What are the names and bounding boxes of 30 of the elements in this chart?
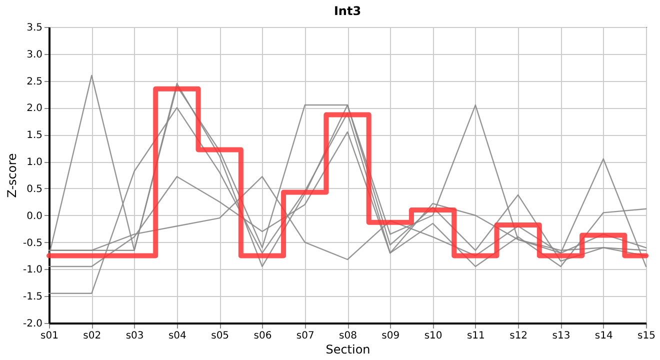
x-tick-label: s10 xyxy=(424,330,442,342)
y-tick-label: -1.0 xyxy=(22,264,42,276)
y-tick-label: 0.0 xyxy=(26,210,42,222)
y-tick-label: 3.0 xyxy=(26,49,42,60)
y-tick-label: 0.5 xyxy=(26,184,42,195)
y-tick-label: 3.5 xyxy=(26,22,42,34)
y-axis-title: Z-score xyxy=(4,153,19,198)
y-tick-label: -1.5 xyxy=(22,292,42,303)
y-tick-label: 2.5 xyxy=(26,76,42,88)
x-tick-label: s07 xyxy=(296,330,314,342)
x-tick-label: s09 xyxy=(382,330,400,342)
x-tick-label: s13 xyxy=(552,330,570,342)
x-tick-label: s02 xyxy=(83,330,102,342)
x-tick-label: s08 xyxy=(339,330,357,342)
y-tick-label: -0.5 xyxy=(22,238,42,249)
x-tick-label: s04 xyxy=(168,330,186,342)
x-tick-label: s12 xyxy=(510,330,528,342)
y-tick-label: 2.0 xyxy=(26,103,42,114)
x-tick-label: s05 xyxy=(211,330,230,342)
y-tick-label: 1.0 xyxy=(26,157,42,168)
y-tick-label: -2.0 xyxy=(22,318,42,330)
x-tick-label: s11 xyxy=(466,330,485,342)
x-tick-label: s03 xyxy=(126,330,144,342)
x-axis-title: Section xyxy=(326,342,370,356)
x-tick-label: s14 xyxy=(594,330,613,342)
x-tick-label: s06 xyxy=(254,330,272,342)
y-tick-label: 1.5 xyxy=(26,130,42,142)
x-tick-label: s01 xyxy=(40,330,58,342)
chart-title: Int3 xyxy=(334,4,362,18)
x-tick-label: s15 xyxy=(638,330,656,342)
